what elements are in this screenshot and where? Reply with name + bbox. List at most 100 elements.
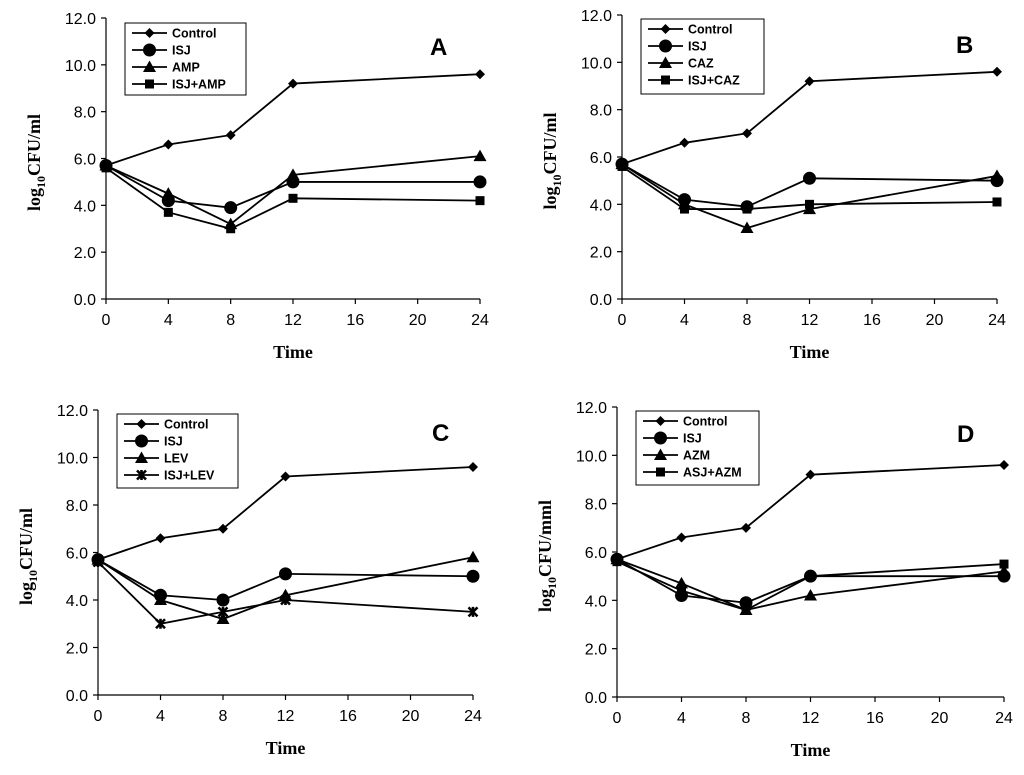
data-point (161, 187, 175, 199)
x-tick-label: 20 (409, 312, 427, 329)
y-tick-label: 2.0 (585, 642, 607, 659)
y-tick-label: 4.0 (74, 198, 96, 215)
data-point (742, 128, 752, 139)
data-point (997, 564, 1011, 577)
legend: Control ISJ CAZ ISJ+CAZ (640, 18, 765, 95)
y-tick-label: 12.0 (581, 8, 612, 25)
y-tick-label: 10.0 (57, 451, 88, 468)
y-tick-label: 10.0 (581, 55, 612, 72)
legend-label: Control (683, 415, 727, 429)
panel-label: C (432, 420, 449, 447)
data-point (680, 204, 689, 214)
legend-marker (143, 43, 156, 57)
x-tick-label: 24 (988, 312, 1006, 329)
legend-label: ISJ (164, 435, 183, 449)
legend-label: Control (688, 23, 732, 37)
x-tick-label: 12 (801, 312, 819, 329)
x-tick-label: 4 (156, 708, 165, 725)
series-line (105, 155, 481, 226)
legend-label: ISJ+AMP (172, 78, 226, 92)
data-point (216, 593, 230, 607)
data-point (473, 149, 487, 162)
legend-marker (135, 451, 148, 463)
panel-label: A (430, 34, 447, 61)
series-caz (615, 157, 1004, 233)
series-amp (99, 149, 487, 230)
y-axis-label: log10CFU/ml (540, 112, 564, 209)
data-point (805, 469, 816, 480)
series-isj-amp (101, 163, 485, 234)
data-point (676, 532, 687, 543)
data-point (741, 605, 751, 615)
series-isj-caz (617, 161, 1002, 214)
y-tick-label: 6.0 (590, 150, 612, 167)
x-tick-label: 16 (863, 312, 881, 329)
legend-marker (656, 467, 665, 477)
data-point (999, 559, 1009, 569)
legend-marker (143, 60, 156, 72)
y-axis-label: log10CFU/mml (535, 500, 559, 612)
panel-label: D (957, 421, 974, 448)
y-tick-label: 8.0 (590, 103, 612, 120)
y-tick-label: 2.0 (74, 245, 96, 262)
data-point (468, 462, 478, 472)
data-point (804, 589, 817, 601)
x-axis-label: Time (266, 738, 306, 758)
data-point (617, 161, 627, 171)
data-point (466, 550, 480, 563)
legend-marker (135, 434, 148, 448)
data-point (612, 557, 622, 567)
legend-label: Control (172, 27, 216, 41)
y-tick-label: 12.0 (65, 11, 96, 28)
y-tick-label: 6.0 (74, 152, 96, 169)
series-azm (610, 552, 1011, 615)
x-tick-label: 12 (277, 708, 295, 725)
x-tick-label: 8 (226, 312, 235, 329)
y-tick-label: 12.0 (57, 403, 88, 420)
y-tick-label: 4.0 (66, 593, 88, 610)
legend-label: AMP (172, 61, 200, 75)
x-axis-label: Time (791, 740, 831, 760)
data-point (224, 201, 238, 215)
y-tick-label: 0.0 (66, 688, 88, 705)
data-point (475, 196, 485, 206)
legend: Control ISJ AMP ISJ+AMP (124, 22, 247, 96)
legend-label: ISJ (683, 432, 702, 446)
series-asj-azm (612, 557, 1009, 615)
y-tick-label: 0.0 (590, 292, 612, 309)
x-tick-label: 24 (995, 710, 1013, 727)
data-point (805, 199, 814, 209)
data-point (92, 556, 104, 568)
series-isj-lev (92, 556, 479, 630)
data-point (155, 533, 166, 544)
series-control (93, 462, 478, 565)
data-point (806, 571, 815, 581)
y-tick-label: 10.0 (576, 448, 607, 465)
x-tick-label: 24 (471, 312, 489, 329)
data-point (163, 139, 174, 150)
series-line (616, 560, 1005, 611)
data-point (155, 618, 166, 630)
y-tick-label: 8.0 (585, 497, 607, 514)
data-point (992, 197, 1002, 207)
y-axis-label: log10CFU/ml (16, 508, 40, 605)
legend-label: ISJ (172, 44, 191, 58)
legend-marker (144, 28, 155, 38)
x-tick-label: 20 (931, 710, 949, 727)
x-tick-label: 12 (284, 312, 302, 329)
y-tick-label: 8.0 (66, 498, 88, 515)
y-tick-label: 4.0 (585, 593, 607, 610)
x-tick-label: 0 (613, 710, 622, 727)
x-tick-label: 16 (346, 312, 364, 329)
x-tick-label: 4 (164, 312, 173, 329)
y-tick-label: 6.0 (66, 546, 88, 563)
x-tick-label: 16 (866, 710, 884, 727)
data-point (475, 69, 485, 80)
x-tick-label: 16 (339, 708, 357, 725)
x-tick-label: 0 (618, 312, 627, 329)
data-point (990, 169, 1004, 181)
data-point (992, 66, 1002, 77)
legend-marker (136, 469, 147, 481)
x-tick-label: 4 (680, 312, 689, 329)
